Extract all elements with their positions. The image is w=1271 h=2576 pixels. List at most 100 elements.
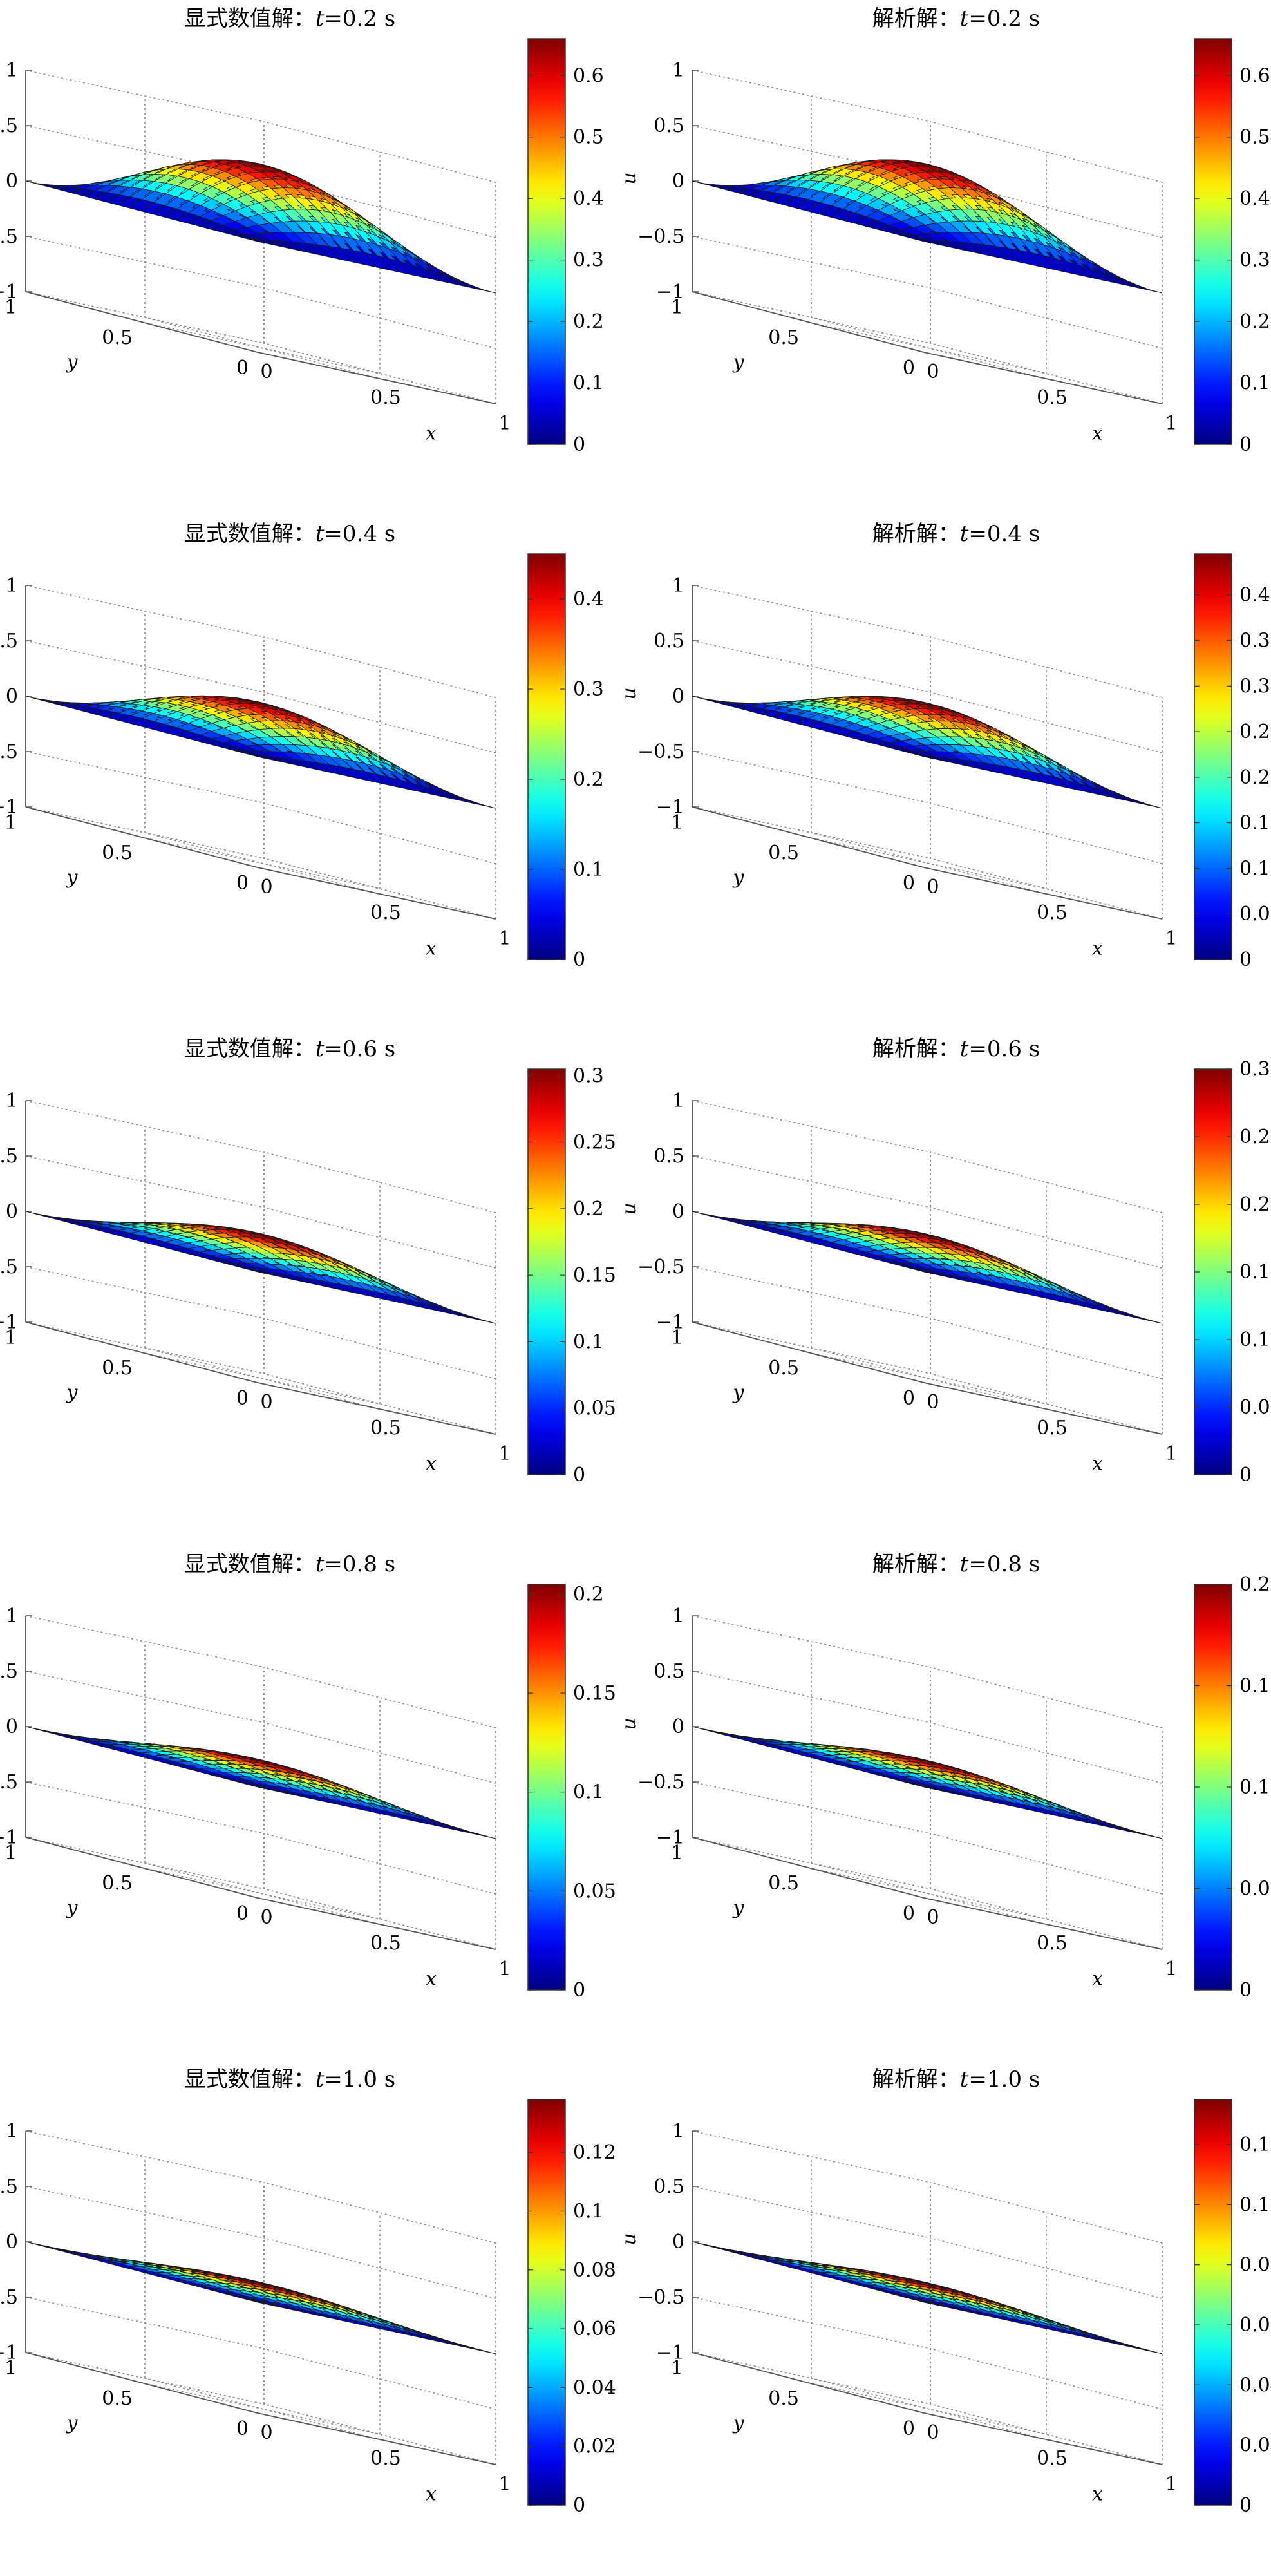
z-tick-label: 0.5: [0, 1145, 18, 1168]
y-axis-label: y: [732, 2412, 745, 2434]
z-tick-label: 0.5: [654, 1660, 684, 1683]
grid-line: [25, 640, 265, 693]
y-tick-label: 1: [5, 296, 17, 319]
x-tick-label: 1: [498, 1443, 511, 1465]
colorbar-tick-label: 0.2: [1239, 1573, 1270, 1596]
grid-line: [263, 636, 496, 698]
grid-line: [263, 1151, 496, 1213]
y-tick-label: 0.5: [102, 2387, 133, 2410]
colorbar-tick-label: 0.6: [573, 64, 604, 87]
panel-analytical-t0.8: 解析解：t=0.8 s−1−0.500.5100.5100.51xyu00.05…: [618, 1551, 1271, 2002]
colorbar: [527, 553, 566, 960]
colorbar: [1194, 1068, 1232, 1475]
x-tick-label: 0.5: [1037, 2447, 1068, 2470]
y-axis-line: [692, 2352, 925, 2414]
colorbar-tick-label: 0.1: [573, 1331, 604, 1353]
panel-analytical-t0.4: 解析解：t=0.4 s −1 −0.5 0 0.5 1 0 0.5 1 0 0.5 1 x y u 0 0.05…: [618, 521, 1271, 971]
x-axis-line: [923, 352, 1163, 404]
surface-patch: [1138, 1316, 1163, 1324]
z-tick-label: −0.5: [637, 1771, 684, 1794]
grid-line: [811, 317, 1044, 379]
x-axis-label: x: [1092, 938, 1103, 960]
surface-patch: [472, 2347, 496, 2354]
y-tick-label: 0: [903, 2418, 915, 2440]
surface-patch: [1138, 1832, 1163, 1839]
colorbar-tick-label: 0.5: [1239, 126, 1270, 149]
colorbar-tick-label: 0: [573, 433, 585, 456]
y-tick-label: 0: [236, 357, 249, 379]
title-variable: t: [960, 6, 969, 32]
colorbar-tick-label: 0.5: [573, 126, 604, 149]
colorbar-tick-label: 0.1: [573, 372, 604, 395]
colorbar-tick-label: 0.05: [1239, 903, 1271, 925]
colorbar: [1194, 1584, 1232, 1991]
y-tick-label: 1: [671, 296, 683, 319]
x-axis-label: x: [1092, 2483, 1103, 2506]
x-tick-label: 0: [927, 1906, 939, 1929]
z-axis-label: u: [618, 1202, 641, 1215]
colorbar-tick-label: 0.4: [573, 187, 604, 210]
grid-line: [25, 291, 265, 344]
colorbar-tick-label: 0: [573, 2494, 585, 2517]
y-tick-label: 0: [236, 2418, 249, 2440]
grid-line: [930, 1373, 1163, 1435]
surface-patch: [472, 1832, 496, 1839]
colorbar-tick-label: 0: [573, 949, 585, 971]
x-tick-label: 0.5: [1037, 1417, 1068, 1439]
y-tick-label: 1: [671, 811, 683, 834]
x-axis-label: x: [426, 938, 437, 960]
colorbar-tick-label: 0.08: [573, 2259, 616, 2282]
title-variable: t: [960, 521, 969, 547]
y-tick-label: 1: [671, 1327, 683, 1349]
colorbar-tick-label: 0.2: [573, 310, 604, 333]
title-suffix: =0.6 s: [968, 1036, 1040, 1062]
z-axis-label: u: [618, 687, 641, 699]
colorbar-tick-label: 0.4: [1239, 187, 1270, 210]
title-variable: t: [960, 1551, 969, 1577]
z-tick-label: −0.5: [637, 1256, 684, 1278]
panel-analytical-t1.0: 解析解：t=1.0 s−1−0.500.5100.5100.51xyu00.02…: [618, 2067, 1271, 2517]
y-tick-label: 0.5: [768, 327, 799, 349]
panel-numerical-t0.4: 显式数值解：t=0.4 s−1−0.500.5100.5100.51xyu00.…: [0, 521, 604, 971]
grid-line: [930, 287, 1163, 349]
y-tick-label: 0: [903, 357, 915, 379]
colorbar-tick-label: 0.3: [1239, 249, 1270, 272]
colorbar-tick-label: 0.04: [573, 2376, 616, 2399]
grid-line: [930, 1207, 1163, 1269]
z-tick-label: −1: [656, 796, 684, 819]
z-tick-label: −0.5: [637, 741, 684, 763]
colorbar-tick-label: 0: [573, 1979, 585, 2002]
title-variable: t: [315, 521, 325, 547]
colorbar-tick-label: 0.4: [573, 588, 604, 611]
grid-line: [25, 806, 265, 859]
y-axis-line: [25, 2352, 258, 2414]
x-axis-line: [923, 1382, 1163, 1435]
panel-analytical-t0.6: 解析解：t=0.6 s −1 −0.5 0 0.5 1 0 0.5 1 0 0.5 1 x y u 0 0.05…: [618, 1036, 1271, 1486]
x-tick-label: 1: [1165, 1958, 1177, 1980]
x-tick-label: 0: [260, 2421, 272, 2444]
grid-line: [930, 343, 1163, 404]
x-tick-label: 1: [1165, 2473, 1177, 2496]
grid-line: [25, 1321, 265, 1374]
z-tick-label: 1: [6, 2120, 18, 2143]
title-prefix: 显式数值解：: [184, 521, 315, 547]
x-axis-label: x: [426, 1453, 437, 1475]
z-tick-label: 0: [6, 170, 18, 193]
z-tick-label: 0: [672, 1200, 684, 1223]
surface-mesh: [25, 2241, 496, 2354]
colorbar-tick-label: 0.15: [573, 1682, 616, 1705]
grid-line: [811, 1347, 1044, 1409]
z-tick-label: 0.5: [0, 1660, 18, 1683]
colorbar-tick-label: 0: [573, 1464, 585, 1486]
title-suffix: =1.0 s: [324, 2067, 395, 2092]
colorbar-tick-label: 0.2: [1239, 766, 1270, 789]
colorbar-tick-label: 0.25: [1239, 1126, 1271, 1148]
x-tick-label: 0.5: [370, 386, 401, 409]
title-prefix: 解析解：: [872, 521, 960, 547]
grid-line: [144, 317, 377, 379]
y-tick-label: 0: [236, 1387, 249, 1410]
z-tick-label: 0.5: [0, 630, 18, 652]
grid-line: [692, 640, 931, 693]
y-axis-label: y: [66, 1897, 79, 1919]
